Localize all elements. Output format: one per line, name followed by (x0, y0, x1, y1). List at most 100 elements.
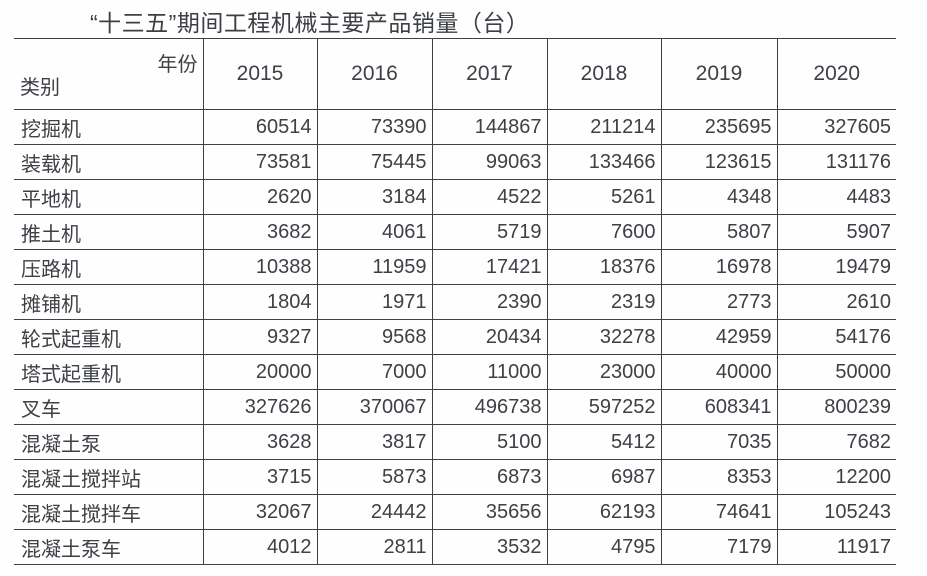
value-cell: 327626 (202, 389, 317, 425)
value-cell: 40000 (660, 354, 777, 390)
value-cell: 7682 (776, 424, 896, 460)
value-cell: 23000 (546, 354, 661, 390)
value-cell: 54176 (776, 319, 896, 355)
value-cell: 32278 (546, 319, 661, 355)
value-cell: 2390 (431, 284, 547, 320)
value-cell: 5100 (431, 424, 547, 460)
value-cell: 4795 (546, 529, 661, 565)
value-cell: 74641 (660, 494, 777, 530)
value-cell: 24442 (316, 494, 432, 530)
sales-table: 年份 类别 2015 2016 2017 2018 2019 2020 挖掘机 6… (14, 38, 896, 565)
row-label: 混凝土泵车 (21, 538, 121, 561)
value-cell: 5807 (660, 214, 777, 250)
row-label: 塔式起重机 (21, 363, 121, 386)
value-cell: 133466 (546, 144, 661, 180)
value-cell: 3682 (202, 214, 317, 250)
row-label: 轮式起重机 (21, 328, 121, 351)
table-row: 摊铺机 1804 1971 2390 2319 2773 2610 (14, 284, 896, 320)
corner-header-cell: 年份 类别 (14, 39, 203, 110)
value-cell: 73581 (202, 144, 317, 180)
year-header-2016: 2016 (316, 38, 432, 110)
value-cell: 4522 (431, 179, 547, 215)
value-cell: 8353 (660, 459, 777, 495)
value-cell: 1804 (202, 284, 317, 320)
table-row: 混凝土搅拌站 3715 5873 6873 6987 8353 12200 (14, 459, 896, 495)
value-cell: 370067 (316, 389, 432, 425)
value-cell: 131176 (776, 144, 896, 180)
value-cell: 7035 (660, 424, 777, 460)
value-cell: 327605 (776, 109, 896, 145)
table-row: 混凝土泵车 4012 2811 3532 4795 7179 11917 (14, 529, 896, 565)
value-cell: 20434 (431, 319, 547, 355)
row-label: 装载机 (21, 153, 81, 176)
value-cell: 9327 (202, 319, 317, 355)
value-cell: 9568 (316, 319, 432, 355)
value-cell: 3715 (202, 459, 317, 495)
value-cell: 3628 (202, 424, 317, 460)
value-cell: 7600 (546, 214, 661, 250)
table-row: 压路机 10388 11959 17421 18376 16978 19479 (14, 249, 896, 285)
value-cell: 12200 (776, 459, 896, 495)
value-cell: 73390 (316, 109, 432, 145)
value-cell: 105243 (776, 494, 896, 530)
value-cell: 62193 (546, 494, 661, 530)
row-label: 挖掘机 (21, 118, 81, 141)
table-row: 混凝土泵 3628 3817 5100 5412 7035 7682 (14, 424, 896, 460)
value-cell: 35656 (431, 494, 547, 530)
value-cell: 2620 (202, 179, 317, 215)
value-cell: 2610 (776, 284, 896, 320)
table-row: 叉车 327626 370067 496738 597252 608341 800239 (14, 389, 896, 425)
value-cell: 2773 (660, 284, 777, 320)
row-label: 推土机 (21, 223, 81, 246)
value-cell: 11000 (431, 354, 547, 390)
value-cell: 2811 (316, 529, 432, 565)
table-row: 混凝土搅拌车 32067 24442 35656 62193 74641 105243 (14, 494, 896, 530)
header-row: 年份 类别 2015 2016 2017 2018 2019 2020 (14, 38, 896, 110)
year-header-2020: 2020 (776, 38, 896, 110)
value-cell: 235695 (660, 109, 777, 145)
value-cell: 6987 (546, 459, 661, 495)
value-cell: 7000 (316, 354, 432, 390)
value-cell: 597252 (546, 389, 661, 425)
value-cell: 11959 (316, 249, 432, 285)
value-cell: 123615 (660, 144, 777, 180)
value-cell: 6873 (431, 459, 547, 495)
value-cell: 3817 (316, 424, 432, 460)
table-row: 装载机 73581 75445 99063 133466 123615 131176 (14, 144, 896, 180)
table-title: “十三五”期间工程机械主要产品销量（台） (90, 10, 530, 36)
value-cell: 75445 (316, 144, 432, 180)
value-cell: 4483 (776, 179, 896, 215)
corner-label-year: 年份 (157, 54, 198, 76)
row-label: 混凝土搅拌车 (21, 503, 141, 526)
table-row: 挖掘机 60514 73390 144867 211214 235695 327605 (14, 109, 896, 145)
value-cell: 60514 (202, 109, 317, 145)
value-cell: 42959 (660, 319, 777, 355)
value-cell: 4348 (660, 179, 777, 215)
value-cell: 211214 (546, 109, 661, 145)
value-cell: 11917 (776, 529, 896, 565)
value-cell: 3184 (316, 179, 432, 215)
year-header-2018: 2018 (546, 38, 661, 110)
value-cell: 17421 (431, 249, 547, 285)
value-cell: 10388 (202, 249, 317, 285)
value-cell: 18376 (546, 249, 661, 285)
value-cell: 19479 (776, 249, 896, 285)
table-row: 平地机 2620 3184 4522 5261 4348 4483 (14, 179, 896, 215)
value-cell: 4061 (316, 214, 432, 250)
value-cell: 3532 (431, 529, 547, 565)
corner-label-category: 类别 (20, 77, 60, 99)
value-cell: 5907 (776, 214, 896, 250)
value-cell: 5719 (431, 214, 547, 250)
row-label: 平地机 (21, 188, 81, 211)
value-cell: 144867 (431, 109, 547, 145)
value-cell: 1971 (316, 284, 432, 320)
row-label: 混凝土搅拌站 (21, 468, 141, 491)
table-row: 塔式起重机 20000 7000 11000 23000 40000 50000 (14, 354, 896, 390)
table-row: 轮式起重机 9327 9568 20434 32278 42959 54176 (14, 319, 896, 355)
value-cell: 5261 (546, 179, 661, 215)
value-cell: 800239 (776, 389, 896, 425)
value-cell: 20000 (202, 354, 317, 390)
value-cell: 7179 (660, 529, 777, 565)
value-cell: 608341 (660, 389, 777, 425)
